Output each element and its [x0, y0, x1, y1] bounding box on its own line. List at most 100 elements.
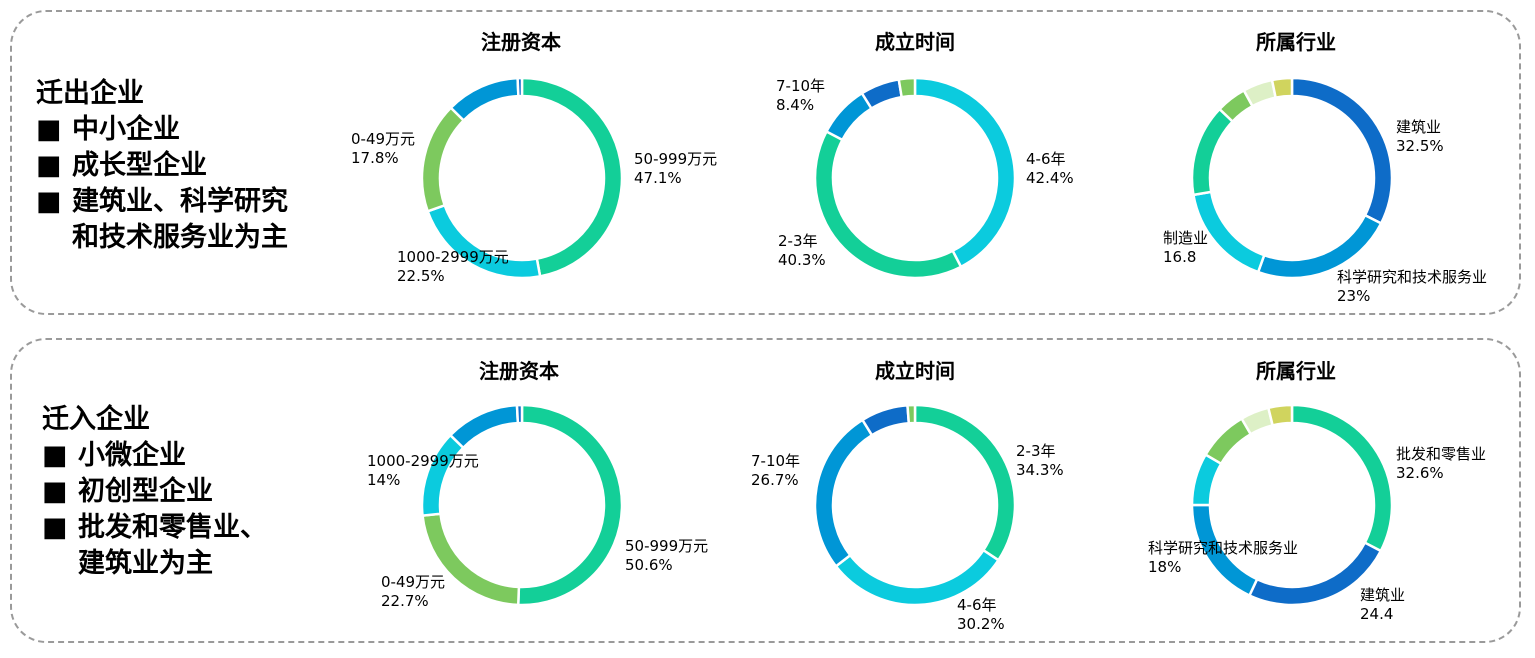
slice-label-name: 批发和零售业 [1396, 445, 1487, 463]
outflow-bullet-text: 中小企业 [72, 114, 180, 145]
inflow-bullet-text: 批发和零售业、 [78, 512, 267, 543]
outflow-bullet-continuation: 和技术服务业为主 [72, 222, 288, 253]
donut-slice [813, 129, 963, 280]
square-bullet-icon: ■ [36, 150, 62, 181]
slice-label: 4-6年 30.2% [957, 596, 1005, 634]
chart-title-outflow-age: 成立时间 [875, 30, 955, 54]
slice-label-value: 32.6% [1396, 464, 1444, 482]
slice-label: 1000-2999万元 14% [367, 452, 479, 490]
donut-slice [1290, 403, 1394, 553]
chart-title-outflow-industry: 所属行业 [1256, 30, 1336, 54]
slice-label-name: 科学研究和技术服务业 [1148, 539, 1299, 557]
slice-label: 50-999万元 47.1% [634, 150, 717, 188]
square-bullet-icon: ■ [42, 440, 68, 471]
donut-slice [520, 76, 624, 278]
slice-label-name: 0-49万元 [381, 573, 446, 591]
slice-label-value: 8.4% [776, 96, 815, 114]
slice-label-name: 4-6年 [1026, 150, 1066, 168]
inflow-panel [10, 338, 1521, 643]
slice-label-name: 科学研究和技术服务业 [1337, 268, 1488, 286]
slice-label: 制造业 16.8 [1163, 229, 1208, 267]
slice-label-value: 17.8% [351, 149, 399, 167]
donut-slice [448, 403, 520, 450]
donut-slice [824, 91, 874, 142]
donut-slice [449, 76, 520, 123]
slice-label-value: 47.1% [634, 169, 682, 187]
slice-label-value: 26.7% [751, 471, 799, 489]
slice-label-name: 2-3年 [1016, 442, 1056, 460]
slice-label: 7-10年 8.4% [776, 77, 825, 115]
outflow-summary: 迁出企业 ■ 中小企业 ■ 成长型企业 ■ 建筑业、科学研究 和技术服务业为主 [36, 76, 288, 256]
slice-label-name: 建筑业 [1396, 118, 1442, 136]
donut-slice [1270, 76, 1294, 100]
outflow-bullet-text: 建筑业、科学研究 [72, 186, 288, 217]
donut-slice [420, 105, 466, 213]
slice-label-name: 50-999万元 [634, 150, 718, 168]
slice-label: 科学研究和技术服务业 18% [1148, 539, 1298, 577]
inflow-heading: 迁入企业 [42, 404, 150, 435]
slice-label-name: 2-3年 [778, 232, 818, 250]
donut-slice [1203, 416, 1253, 466]
inflow-bullet: ■ 小微企业 [42, 438, 267, 474]
slice-label-value: 50.6% [625, 556, 673, 574]
inflow-bullet: ■ 批发和零售业、 [42, 510, 267, 546]
donut-outflow-age [813, 76, 1017, 280]
inflow-summary: 迁入企业 ■ 小微企业 ■ 初创型企业 ■ 批发和零售业、 建筑业为主 [42, 402, 267, 582]
donut-slice [860, 403, 911, 437]
slice-label-name: 0-49万元 [351, 130, 416, 148]
slice-label-value: 30.2% [957, 615, 1005, 633]
square-bullet-icon: ■ [36, 186, 62, 217]
donut-outflow-industry [1190, 76, 1394, 280]
donut-inflow-capital [420, 403, 624, 607]
square-bullet-icon: ■ [42, 512, 68, 543]
donut-slice [1290, 76, 1394, 226]
donut-slice [515, 403, 524, 425]
slice-label-name: 4-6年 [957, 596, 997, 614]
slice-label: 批发和零售业 32.6% [1396, 445, 1486, 483]
slice-label: 1000-2999万元 22.5% [397, 248, 509, 286]
slice-label-value: 32.5% [1396, 137, 1444, 155]
slice-label-value: 18% [1148, 558, 1182, 576]
slice-label: 建筑业 32.5% [1396, 118, 1444, 156]
donut-slice [516, 76, 524, 98]
donut-slice [906, 403, 917, 425]
slice-label-value: 40.3% [778, 251, 826, 269]
outflow-heading: 迁出企业 [36, 78, 144, 109]
chart-title-inflow-capital: 注册资本 [479, 359, 559, 383]
slice-label-name: 制造业 [1163, 229, 1209, 247]
donut-slice [1266, 403, 1294, 427]
inflow-bullet-text: 小微企业 [78, 440, 186, 471]
outflow-bullet-text: 成长型企业 [72, 150, 207, 181]
donut-outflow-capital [420, 76, 624, 280]
donut-inflow-industry [1190, 403, 1394, 607]
slice-label: 0-49万元 17.8% [351, 130, 415, 168]
chart-title-outflow-capital: 注册资本 [481, 30, 561, 54]
slice-label: 4-6年 42.4% [1026, 150, 1074, 188]
square-bullet-icon: ■ [36, 114, 62, 145]
slice-label-value: 42.4% [1026, 169, 1074, 187]
slice-label-value: 24.4 [1360, 605, 1394, 623]
inflow-bullet-continuation: 建筑业为主 [78, 548, 213, 579]
square-bullet-icon: ■ [42, 476, 68, 507]
slice-label-value: 34.3% [1016, 461, 1064, 479]
slice-label-name: 1000-2999万元 [367, 452, 479, 470]
outflow-bullet: ■ 中小企业 [36, 112, 288, 148]
donut-slice [913, 403, 1017, 562]
donut-slice [813, 418, 874, 569]
slice-label-name: 建筑业 [1360, 586, 1406, 604]
outflow-bullet: ■ 成长型企业 [36, 148, 288, 184]
chart-title-inflow-industry: 所属行业 [1256, 359, 1336, 383]
donut-slice [913, 76, 1017, 269]
slice-label-name: 50-999万元 [625, 537, 709, 555]
slice-label: 0-49万元 22.7% [381, 573, 445, 611]
slice-label-value: 23% [1337, 287, 1371, 305]
donut-slice [860, 77, 904, 111]
slice-label: 50-999万元 50.6% [625, 537, 708, 575]
chart-title-inflow-age: 成立时间 [875, 359, 955, 383]
slice-label: 2-3年 40.3% [778, 232, 826, 270]
slice-label: 2-3年 34.3% [1016, 442, 1064, 480]
slice-label: 科学研究和技术服务业 23% [1337, 268, 1487, 306]
donut-slice [897, 76, 917, 99]
donut-inflow-age [813, 403, 1017, 607]
inflow-bullet-text: 初创型企业 [78, 476, 213, 507]
